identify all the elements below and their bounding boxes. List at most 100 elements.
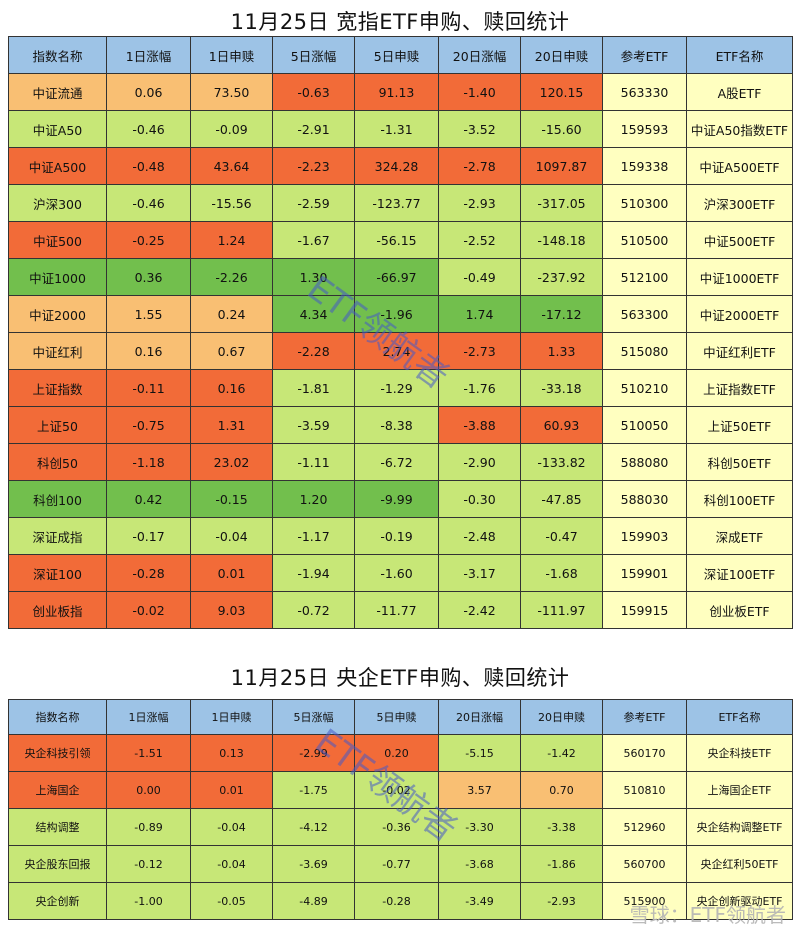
cell-5d-change: 1.20 — [272, 480, 355, 518]
cell-5d-flow: -66.97 — [354, 258, 439, 296]
header-5d-flow: 5日申赎 — [354, 36, 439, 74]
cell-1d-change: -0.89 — [106, 808, 191, 846]
table-row: 中证2000 1.55 0.24 4.34 -1.96 1.74 -17.12 563300 中… — [8, 295, 793, 333]
cell-5d-change: -2.99 — [272, 734, 355, 772]
cell-20d-flow: -1.86 — [520, 845, 603, 883]
cell-1d-change: 0.16 — [106, 332, 191, 370]
cell-1d-change: -0.17 — [106, 517, 191, 555]
cell-1d-flow: 73.50 — [190, 73, 273, 111]
cell-20d-change: -2.78 — [438, 147, 521, 185]
cell-5d-change: -1.94 — [272, 554, 355, 592]
table-row: 上证50 -0.75 1.31 -3.59 -8.38 -3.88 60.93 510050 上… — [8, 406, 793, 444]
cell-5d-change: -0.72 — [272, 591, 355, 629]
cell-20d-change: -3.88 — [438, 406, 521, 444]
cell-index-name: 中证红利 — [8, 332, 107, 370]
cell-5d-change: -2.91 — [272, 110, 355, 148]
cell-1d-flow: 0.13 — [190, 734, 273, 772]
cell-etf-name: 央企结构调整ETF — [686, 808, 793, 846]
header-ref-etf-code: 参考ETF — [602, 36, 687, 74]
cell-1d-change: -1.00 — [106, 882, 191, 920]
cell-5d-flow: -1.31 — [354, 110, 439, 148]
cell-1d-flow: -0.05 — [190, 882, 273, 920]
cell-20d-change: -3.30 — [438, 808, 521, 846]
cell-5d-flow: 0.20 — [354, 734, 439, 772]
cell-ref-etf-code: 512960 — [602, 808, 687, 846]
cell-5d-change: -4.89 — [272, 882, 355, 920]
cell-index-name: 央企股东回报 — [8, 845, 107, 883]
cell-20d-flow: -317.05 — [520, 184, 603, 222]
cell-20d-flow: 1097.87 — [520, 147, 603, 185]
cell-20d-change: -2.90 — [438, 443, 521, 481]
cell-1d-flow: 0.16 — [190, 369, 273, 407]
table-row: 深证100 -0.28 0.01 -1.94 -1.60 -3.17 -1.68 159901… — [8, 554, 793, 592]
table-row: 中证500 -0.25 1.24 -1.67 -56.15 -2.52 -148.18 510… — [8, 221, 793, 259]
cell-index-name: 科创100 — [8, 480, 107, 518]
cell-1d-flow: 9.03 — [190, 591, 273, 629]
header-ref-etf-code: 参考ETF — [602, 699, 687, 735]
cell-etf-name: 科创100ETF — [686, 480, 793, 518]
cell-5d-change: -2.23 — [272, 147, 355, 185]
cell-5d-flow: -8.38 — [354, 406, 439, 444]
cell-20d-change: -3.68 — [438, 845, 521, 883]
cell-20d-flow: -1.42 — [520, 734, 603, 772]
cell-1d-flow: -0.04 — [190, 845, 273, 883]
header-1d-flow: 1日申赎 — [190, 36, 273, 74]
cell-20d-change: -1.40 — [438, 73, 521, 111]
cell-ref-etf-code: 159915 — [602, 591, 687, 629]
cell-etf-name: 上证50ETF — [686, 406, 793, 444]
table-row: 中证流通 0.06 73.50 -0.63 91.13 -1.40 120.15 563330… — [8, 73, 793, 111]
table-row: 创业板指 -0.02 9.03 -0.72 -11.77 -2.42 -111.97 1599… — [8, 591, 793, 629]
cell-20d-flow: -33.18 — [520, 369, 603, 407]
cell-ref-etf-code: 515900 — [602, 882, 687, 920]
cell-5d-flow: -9.99 — [354, 480, 439, 518]
table-row: 中证A500 -0.48 43.64 -2.23 324.28 -2.78 1097.87 1… — [8, 147, 793, 185]
footer-watermark: 雪球：ETF领航者 — [629, 903, 786, 927]
cell-20d-flow: -17.12 — [520, 295, 603, 333]
cell-1d-flow: -2.26 — [190, 258, 273, 296]
cell-5d-change: 1.30 — [272, 258, 355, 296]
cell-1d-change: 0.06 — [106, 73, 191, 111]
cell-5d-change: -3.59 — [272, 406, 355, 444]
cell-5d-change: -1.75 — [272, 771, 355, 809]
cell-ref-etf-code: 515080 — [602, 332, 687, 370]
cell-5d-flow: -6.72 — [354, 443, 439, 481]
cell-20d-change: -3.17 — [438, 554, 521, 592]
header-5d-change: 5日涨幅 — [272, 699, 355, 735]
cell-etf-name: 央企红利50ETF — [686, 845, 793, 883]
cell-20d-flow: -15.60 — [520, 110, 603, 148]
cell-5d-flow: -56.15 — [354, 221, 439, 259]
cell-1d-change: -0.12 — [106, 845, 191, 883]
cell-5d-change: -1.11 — [272, 443, 355, 481]
cell-ref-etf-code: 560700 — [602, 845, 687, 883]
cell-20d-flow: 1.33 — [520, 332, 603, 370]
cell-index-name: 科创50 — [8, 443, 107, 481]
cell-1d-flow: 23.02 — [190, 443, 273, 481]
cell-20d-change: -1.76 — [438, 369, 521, 407]
table-row: 中证1000 0.36 -2.26 1.30 -66.97 -0.49 -237.92 512… — [8, 258, 793, 296]
cell-etf-name: 科创50ETF — [686, 443, 793, 481]
cell-index-name: 上证50 — [8, 406, 107, 444]
header-5d-change: 5日涨幅 — [272, 36, 355, 74]
cell-1d-change: -1.51 — [106, 734, 191, 772]
cell-20d-flow: 120.15 — [520, 73, 603, 111]
cell-etf-name: 深证100ETF — [686, 554, 793, 592]
cell-1d-flow: 0.01 — [190, 554, 273, 592]
cell-index-name: 深证100 — [8, 554, 107, 592]
central-soe-etf-table: 指数名称 1日涨幅 1日申赎 5日涨幅 5日申赎 20日涨幅 20日申赎 参考ETF ETF名称… — [8, 699, 793, 920]
cell-index-name: 中证A500 — [8, 147, 107, 185]
cell-1d-flow: 43.64 — [190, 147, 273, 185]
cell-ref-etf-code: 510300 — [602, 184, 687, 222]
cell-5d-flow: -11.77 — [354, 591, 439, 629]
cell-1d-change: -1.18 — [106, 443, 191, 481]
cell-index-name: 中证流通 — [8, 73, 107, 111]
table-row: 中证红利 0.16 0.67 -2.28 2.74 -2.73 1.33 515080 中证红利… — [8, 332, 793, 370]
cell-1d-change: -0.11 — [106, 369, 191, 407]
table1-title: 11月25日 宽指ETF申购、赎回统计 — [230, 10, 570, 34]
cell-index-name: 沪深300 — [8, 184, 107, 222]
cell-1d-change: -0.28 — [106, 554, 191, 592]
header-20d-flow: 20日申赎 — [520, 36, 603, 74]
cell-1d-flow: -15.56 — [190, 184, 273, 222]
table-row: 中证A50 -0.46 -0.09 -2.91 -1.31 -3.52 -15.60 1595… — [8, 110, 793, 148]
cell-ref-etf-code: 588080 — [602, 443, 687, 481]
cell-20d-change: -2.52 — [438, 221, 521, 259]
